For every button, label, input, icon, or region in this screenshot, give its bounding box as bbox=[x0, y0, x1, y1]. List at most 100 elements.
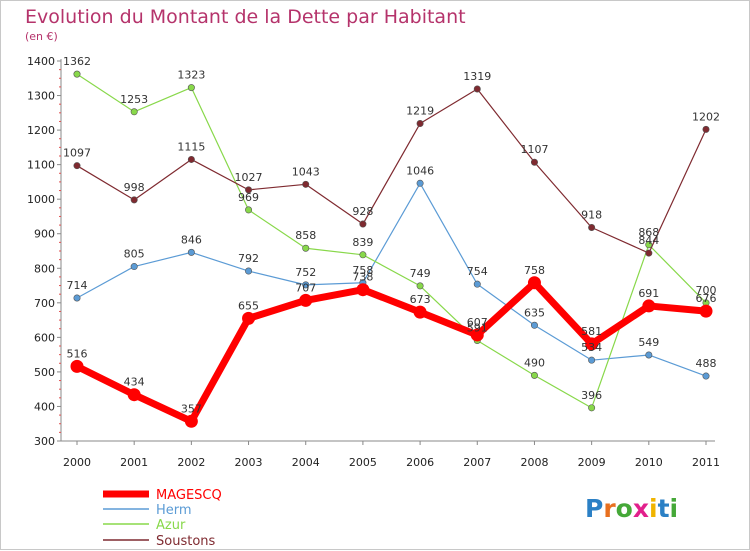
data-label-herm: 714 bbox=[67, 279, 88, 292]
data-label-herm: 805 bbox=[124, 248, 145, 261]
data-label-azur: 1362 bbox=[63, 55, 91, 68]
data-point-magescq bbox=[470, 328, 484, 342]
data-point-magescq bbox=[184, 414, 198, 428]
data-label-soustons: 1027 bbox=[235, 171, 263, 184]
data-label-herm: 754 bbox=[467, 265, 488, 278]
data-point-azur bbox=[588, 404, 596, 412]
data-label-soustons: 1319 bbox=[463, 70, 491, 83]
series-line-soustons bbox=[76, 88, 707, 254]
data-label-magescq: 673 bbox=[410, 293, 431, 306]
data-point-soustons bbox=[187, 155, 195, 163]
data-label-soustons: 1115 bbox=[177, 140, 205, 153]
data-point-herm bbox=[530, 321, 538, 329]
data-point-herm bbox=[473, 280, 481, 288]
data-point-soustons bbox=[359, 220, 367, 228]
data-point-herm bbox=[302, 281, 310, 289]
data-point-soustons bbox=[702, 125, 710, 133]
data-label-soustons: 1202 bbox=[692, 110, 720, 123]
logo-letter: i bbox=[670, 494, 679, 523]
data-label-azur: 969 bbox=[238, 191, 259, 204]
data-label-azur: 868 bbox=[638, 226, 659, 239]
x-tick-label: 2006 bbox=[406, 456, 434, 469]
data-label-herm: 549 bbox=[638, 336, 659, 349]
data-point-soustons bbox=[530, 158, 538, 166]
y-tick-label: 700 bbox=[34, 297, 55, 310]
logo-letter: o bbox=[616, 494, 633, 523]
data-point-azur bbox=[187, 84, 195, 92]
data-point-herm bbox=[187, 248, 195, 256]
series-points bbox=[70, 70, 713, 428]
data-point-azur bbox=[359, 251, 367, 259]
data-point-soustons bbox=[416, 120, 424, 128]
data-label-soustons: 1107 bbox=[520, 143, 548, 156]
data-label-herm: 792 bbox=[238, 252, 259, 265]
y-tick-label: 800 bbox=[34, 262, 55, 275]
data-label-herm: 488 bbox=[696, 357, 717, 370]
data-label-soustons: 1043 bbox=[292, 165, 320, 178]
x-tick-label: 2002 bbox=[177, 456, 205, 469]
chart-subtitle: (en €) bbox=[25, 30, 58, 43]
proxiti-logo: Proxiti bbox=[585, 494, 678, 523]
data-label-magescq: 655 bbox=[238, 299, 259, 312]
legend-label-soustons: Soustons bbox=[156, 534, 216, 549]
data-label-herm: 635 bbox=[524, 306, 545, 319]
series-line-magescq bbox=[73, 279, 710, 425]
data-point-azur bbox=[302, 244, 310, 252]
data-point-magescq bbox=[242, 311, 256, 325]
data-label-azur: 1323 bbox=[177, 69, 205, 82]
x-tick-label: 2008 bbox=[520, 456, 548, 469]
x-tick-label: 2009 bbox=[578, 456, 606, 469]
data-label-herm: 752 bbox=[295, 266, 316, 279]
legend-label-magescq: MAGESCQ bbox=[156, 488, 222, 503]
data-point-herm bbox=[130, 263, 138, 271]
data-label-azur: 839 bbox=[352, 236, 373, 249]
x-tick-label: 2003 bbox=[235, 456, 263, 469]
data-point-soustons bbox=[130, 196, 138, 204]
data-label-herm: 534 bbox=[581, 341, 602, 354]
x-tick-label: 2007 bbox=[463, 456, 491, 469]
data-label-soustons: 928 bbox=[352, 205, 373, 218]
data-label-magescq: 516 bbox=[67, 347, 88, 360]
data-point-magescq bbox=[699, 304, 713, 318]
data-point-herm bbox=[702, 372, 710, 380]
data-label-magescq: 607 bbox=[467, 316, 488, 329]
x-tick-label: 2011 bbox=[692, 456, 720, 469]
data-label-azur: 858 bbox=[295, 229, 316, 242]
data-point-magescq bbox=[70, 359, 84, 373]
data-point-herm bbox=[416, 179, 424, 187]
data-label-azur: 490 bbox=[524, 356, 545, 369]
data-point-soustons bbox=[645, 249, 653, 257]
legend-label-herm: Herm bbox=[156, 503, 192, 518]
y-tick-label: 300 bbox=[34, 435, 55, 448]
data-label-magescq: 758 bbox=[524, 264, 545, 277]
data-label-magescq: 581 bbox=[581, 325, 602, 338]
data-point-azur bbox=[416, 282, 424, 290]
data-point-soustons bbox=[473, 85, 481, 93]
data-point-herm bbox=[645, 351, 653, 359]
data-point-herm bbox=[73, 294, 81, 302]
data-label-magescq: 676 bbox=[696, 292, 717, 305]
data-point-soustons bbox=[588, 224, 596, 232]
data-point-azur bbox=[645, 241, 653, 249]
data-labels: 516 434 357 655 707 738 673 607 758 581 691 676 714 8… bbox=[63, 55, 720, 415]
y-tick-label: 500 bbox=[34, 366, 55, 379]
data-point-magescq bbox=[413, 305, 427, 319]
data-label-magescq: 738 bbox=[352, 271, 373, 284]
data-label-azur: 700 bbox=[696, 284, 717, 297]
data-point-magescq bbox=[527, 276, 541, 290]
y-tick-label: 1200 bbox=[27, 124, 55, 137]
data-label-herm: 758 bbox=[352, 264, 373, 277]
data-point-azur bbox=[245, 206, 253, 214]
data-point-azur bbox=[73, 70, 81, 78]
y-tick-label: 1000 bbox=[27, 193, 55, 206]
data-point-magescq bbox=[127, 388, 141, 402]
data-label-azur: 591 bbox=[467, 321, 488, 334]
data-point-soustons bbox=[245, 186, 253, 194]
y-tick-label: 600 bbox=[34, 331, 55, 344]
x-tick-label: 2000 bbox=[63, 456, 91, 469]
x-tick-label: 2010 bbox=[635, 456, 663, 469]
x-tick-label: 2001 bbox=[120, 456, 148, 469]
logo-letter: i bbox=[649, 494, 658, 523]
